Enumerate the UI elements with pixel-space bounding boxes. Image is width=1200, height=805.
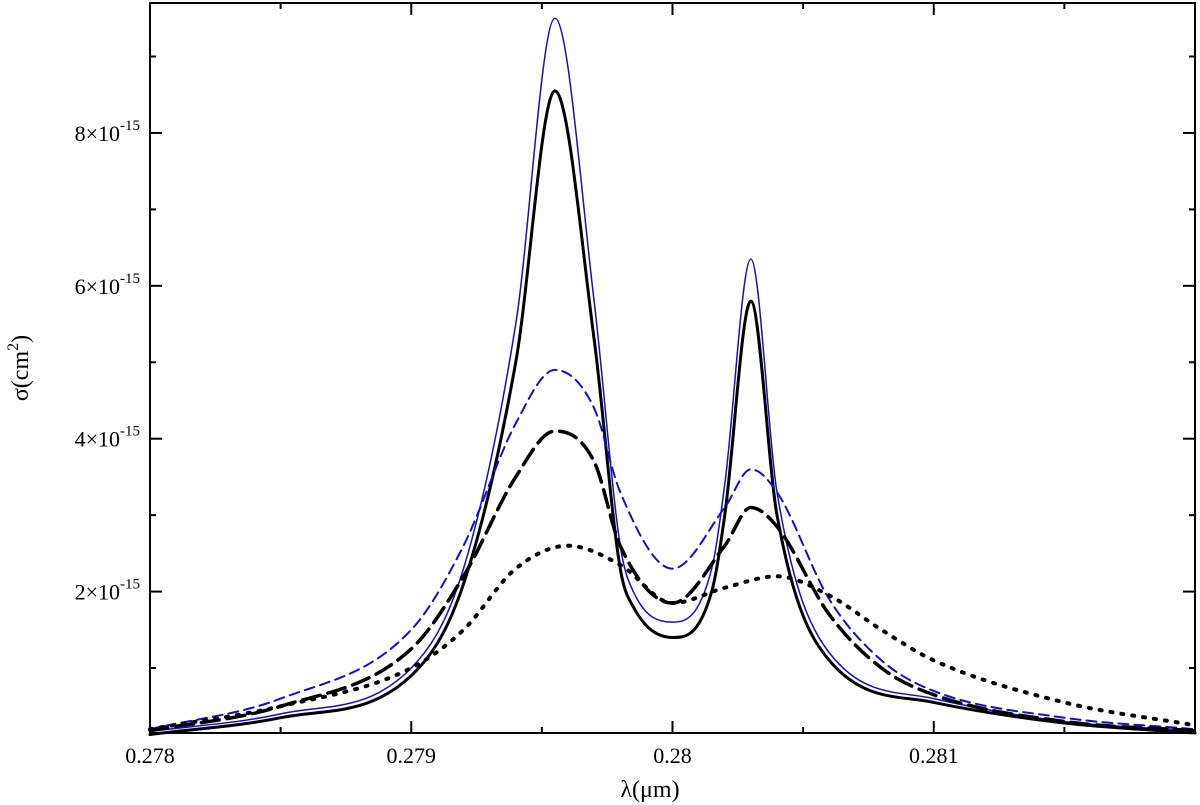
series-line-2 (148, 89, 1197, 737)
y-tick-exponent: -15 (120, 271, 140, 287)
x-tick-label: 0.281 (909, 743, 959, 768)
y-tick-mantissa: 2×10 (75, 580, 120, 605)
y-axis-title-close: ) (8, 335, 34, 343)
x-tick-label: 0.279 (387, 743, 437, 768)
y-tick-exponent: -15 (120, 424, 140, 440)
x-tick-label: 0.28 (653, 743, 692, 768)
series-line-1 (149, 17, 1196, 733)
y-tick-label: 4×10-15 (75, 424, 140, 452)
y-axis-title: σ(cm2) (5, 335, 34, 401)
x-tick-label: 0.278 (125, 743, 175, 768)
y-tick-exponent: -15 (120, 118, 140, 134)
series-group (148, 17, 1197, 737)
y-axis-title-sup: 2 (5, 343, 22, 351)
y-tick-mantissa: 8×10 (75, 121, 120, 146)
axis-ticks: 0.278 0.279 0.28 0.2812×10-154×10-156×10-15… (75, 3, 1195, 768)
series-line-5 (148, 543, 1197, 732)
plot-frame (149, 2, 1196, 734)
y-tick-label: 6×10-15 (75, 271, 140, 299)
x-axis-title: λ(μm) (620, 777, 679, 803)
y-tick-label: 8×10-15 (75, 118, 140, 146)
y-axis-title-main: σ(cm (8, 351, 34, 402)
y-tick-exponent: -15 (120, 577, 140, 593)
y-tick-mantissa: 4×10 (75, 427, 120, 452)
series-line-4 (148, 429, 1197, 733)
series-line-3 (149, 368, 1196, 731)
y-tick-mantissa: 6×10 (75, 274, 120, 299)
y-tick-label: 2×10-15 (75, 577, 140, 605)
